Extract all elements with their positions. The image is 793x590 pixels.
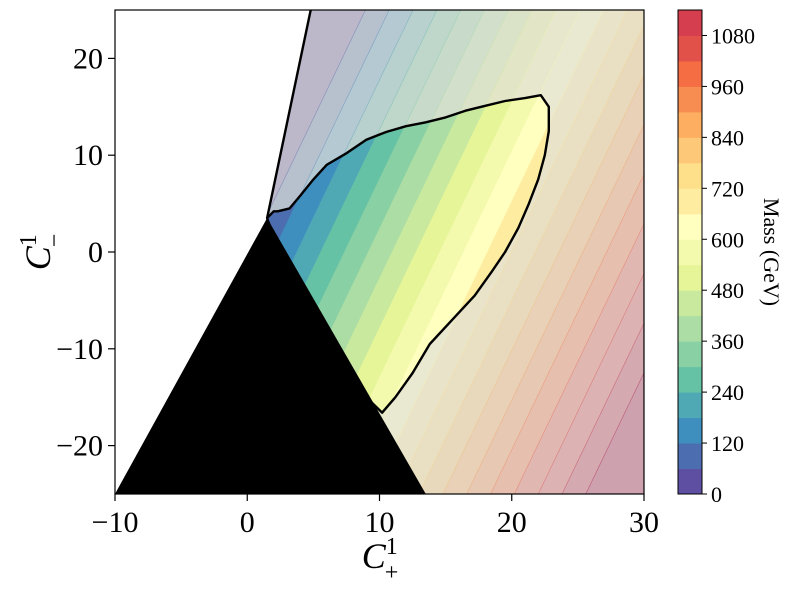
unphysical-blank-region <box>115 10 311 494</box>
x-tick-label: −10 <box>92 506 139 539</box>
x-axis: −10 0 10 20 30 <box>92 494 659 539</box>
allowed-band-540 <box>323 95 549 413</box>
y-axis-label: C1− <box>16 234 68 271</box>
colorbar-tick-label: 120 <box>711 431 744 456</box>
colorbar-swatch-360 <box>678 315 702 342</box>
colorbar-swatch-900 <box>678 86 702 113</box>
colorbar-swatch-60 <box>678 443 702 470</box>
colorbar-tick-label: 960 <box>711 74 744 99</box>
y-tick-label: 0 <box>88 236 103 269</box>
colorbar: 0 120 240 360 480 600 720 840 960 1080 <box>677 9 755 507</box>
colorbar-label: Mass (GeV) <box>759 198 784 306</box>
y-tick-label: −10 <box>56 333 103 366</box>
y-tick-label: −20 <box>56 430 103 463</box>
x-tick-label: 30 <box>629 506 659 539</box>
colorbar-swatch-480 <box>678 264 702 291</box>
plot-area <box>114 9 645 495</box>
colorbar-tick-label: 1080 <box>711 23 755 48</box>
colorbar-swatch-540 <box>678 239 702 266</box>
colorbar-swatch-1080 <box>678 10 702 36</box>
blank-region-boundary <box>265 10 312 219</box>
colorbar-swatch-600 <box>678 213 702 240</box>
x-tick-label: 20 <box>497 506 527 539</box>
colorbar-swatch-180 <box>678 392 702 419</box>
y-tick-label: 10 <box>73 139 103 172</box>
faded-band-720 <box>394 10 644 494</box>
colorbar-swatch-780 <box>678 137 702 164</box>
colorbar-tick-label: 720 <box>711 176 744 201</box>
faded-band-780 <box>418 25 644 494</box>
colorbar-swatch-120 <box>678 417 702 444</box>
colorbar-tick-label: 240 <box>711 380 744 405</box>
faded-band-1200 <box>585 372 644 494</box>
colorbar-tick-label: 840 <box>711 125 744 150</box>
x-tick-label: 10 <box>365 506 395 539</box>
colorbar-tick-label: 0 <box>711 482 722 507</box>
colorbar-swatch-1020 <box>678 35 702 62</box>
colorbar-swatch-660 <box>678 188 702 215</box>
faded-band-1140 <box>561 323 644 494</box>
colorbar-swatch-960 <box>678 60 702 87</box>
colorbar-swatch-720 <box>678 162 702 189</box>
colorbar-swatch-300 <box>678 341 702 368</box>
colorbar-swatch-420 <box>678 290 702 317</box>
faded-band-900 <box>466 124 644 494</box>
colorbar-tick-label: 600 <box>711 227 744 252</box>
excluded-black-region <box>115 218 426 494</box>
y-axis: −20 −10 0 10 20 <box>56 42 115 463</box>
colorbar-frame <box>677 9 703 495</box>
y-tick-label: 20 <box>73 42 103 75</box>
faded-band-840 <box>442 74 644 494</box>
faded-band-1080 <box>537 273 644 494</box>
colorbar-swatch-0 <box>678 468 702 495</box>
faded-band-960 <box>490 174 644 494</box>
colorbar-swatch-840 <box>678 111 702 138</box>
allowed-region-boundary <box>265 93 550 414</box>
colorbar-tick-label: 480 <box>711 278 744 303</box>
x-tick-label: 0 <box>240 506 255 539</box>
colorbar-swatch-240 <box>678 366 702 393</box>
x-axis-label: C1 + <box>362 534 399 586</box>
colorbar-tick-label: 360 <box>711 329 744 354</box>
faded-band-1020 <box>513 223 644 494</box>
allowed-band-480 <box>299 95 549 413</box>
